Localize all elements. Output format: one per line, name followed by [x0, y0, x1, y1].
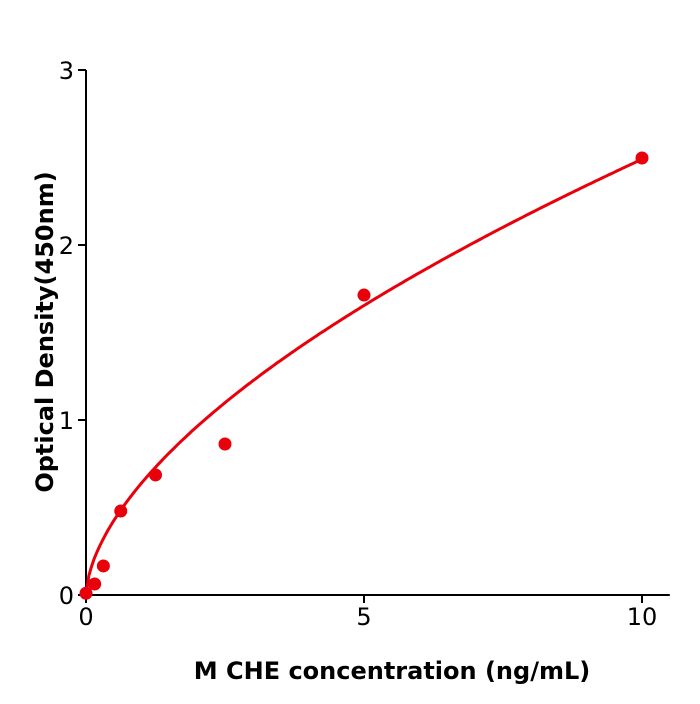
x-axis-label: M CHE concentration (ng/mL) [194, 657, 590, 685]
y-tick-label: 1 [59, 407, 74, 435]
y-tick-label: 2 [59, 232, 74, 260]
x-tick-label: 0 [78, 603, 93, 631]
data-point [96, 559, 110, 573]
data-point [88, 577, 102, 591]
x-tick-label: 10 [627, 603, 658, 631]
y-tick-label: 3 [59, 57, 74, 85]
data-points [79, 151, 649, 600]
data-point [149, 468, 162, 482]
data-point [218, 437, 232, 451]
y-axis-label: Optical Density(450nm) [31, 171, 59, 492]
data-point [79, 586, 93, 600]
fit-curve [84, 157, 643, 596]
data-point [114, 504, 128, 518]
y-tick-label: 0 [59, 582, 74, 610]
data-point [635, 151, 649, 165]
data-point [357, 288, 371, 302]
axes: 0 5 10 0 1 2 3 [59, 57, 670, 631]
x-tick-label: 5 [356, 603, 371, 631]
